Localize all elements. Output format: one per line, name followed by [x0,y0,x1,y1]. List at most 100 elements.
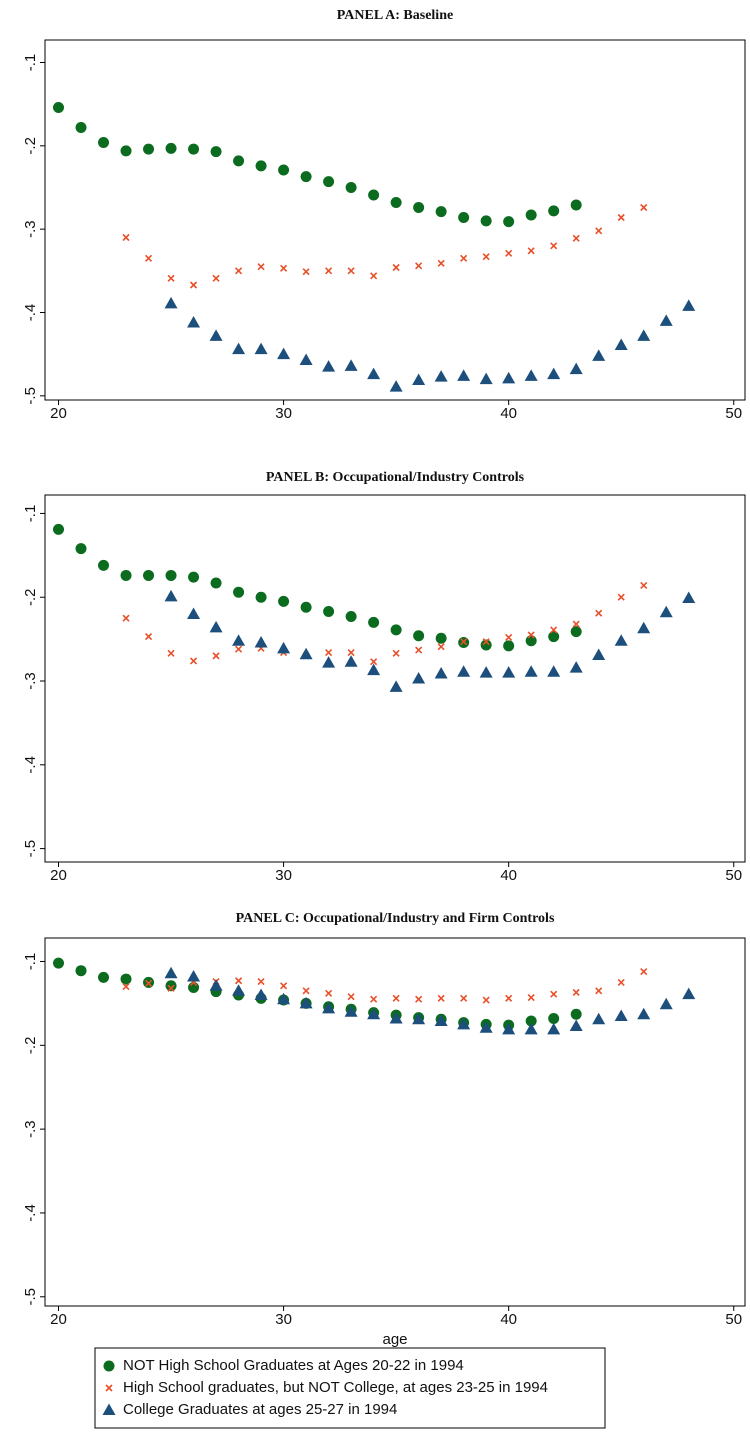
point [640,581,648,590]
x-tick-label: 30 [275,867,292,884]
point [437,259,445,267]
point [595,227,603,235]
point [617,978,625,986]
point [614,1009,628,1021]
point [278,595,290,607]
point [482,996,490,1004]
point [505,249,513,257]
y-tick-label: -.4 [22,756,39,774]
point [368,616,380,628]
point [235,645,243,653]
point [370,658,378,666]
point [98,971,110,983]
point [187,607,201,619]
point [617,593,625,601]
point [344,359,358,371]
x-axis-label: age [382,1331,407,1348]
point [659,605,673,618]
point [189,281,198,289]
point [502,1022,516,1035]
point [389,380,403,392]
point [480,639,492,651]
point [637,621,651,634]
point [412,672,426,684]
point [525,1015,537,1027]
point [595,987,603,995]
point [235,267,243,275]
y-tick-label: -.2 [22,1037,39,1055]
point [120,145,132,157]
point [458,212,470,223]
point [323,176,335,188]
point [322,1001,336,1014]
point [570,626,582,638]
point [505,994,513,1002]
point [480,215,492,227]
point [188,143,200,155]
point [209,620,223,633]
point [437,643,445,651]
point [547,367,561,380]
point [547,1022,561,1035]
point [614,634,628,646]
y-tick-label: -.1 [22,505,39,523]
point [277,347,291,360]
point [167,984,175,992]
point [550,990,558,998]
chart-title: PANEL A: Baseline [337,8,453,23]
point [53,102,65,113]
point [299,996,313,1009]
point [502,666,516,678]
point [659,314,673,326]
point [144,254,153,262]
y-tick-label: -.3 [22,672,39,690]
point [257,263,265,271]
point [592,648,606,661]
y-tick-label: -.5 [22,387,39,405]
point [347,267,355,275]
point [302,268,310,276]
point [254,342,268,355]
point [457,665,471,677]
point [144,979,153,987]
x-tick-label: 20 [50,867,67,884]
point [278,164,290,176]
point [254,988,268,1001]
point [122,983,130,991]
point [640,967,648,976]
point [637,1007,651,1020]
point [437,994,445,1002]
point [53,523,65,535]
point [367,367,381,380]
point [524,665,538,677]
point [572,234,580,242]
legend-marker [105,1384,113,1392]
point [412,373,426,385]
point [392,263,400,272]
point [144,633,153,641]
y-tick-label: -.5 [22,1288,39,1306]
point [212,274,220,282]
point [254,635,268,648]
point [592,1012,606,1025]
point [460,254,468,262]
point [525,209,537,221]
y-tick-label: -.2 [22,588,39,606]
point [187,970,201,982]
point [614,338,628,350]
point [413,202,425,213]
point [592,349,606,361]
point [233,586,245,598]
point [503,216,515,228]
point [527,993,535,1002]
point [345,610,357,622]
point [235,977,243,985]
point [503,640,515,652]
point [367,663,381,676]
point [479,666,493,678]
point [122,614,130,622]
point [75,543,87,555]
point [415,646,423,654]
point [389,680,403,692]
point [413,630,425,642]
